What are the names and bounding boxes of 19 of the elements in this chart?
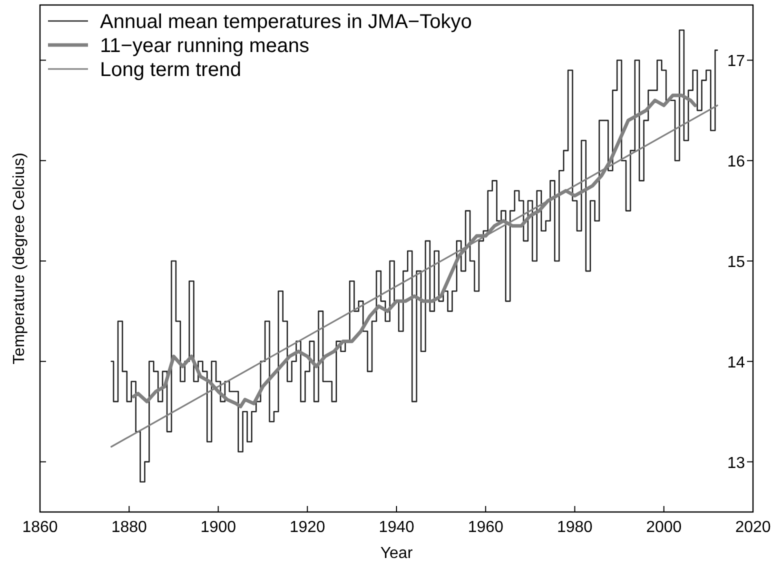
legend-label: Annual mean temperatures in JMA−Tokyo bbox=[100, 11, 472, 33]
x-tick-label: 1980 bbox=[556, 519, 593, 536]
x-axis-title: Year bbox=[380, 545, 414, 562]
x-tick-label: 2020 bbox=[735, 519, 771, 536]
y-tick-label: 15 bbox=[727, 254, 746, 272]
legend-label: 11−year running means bbox=[100, 35, 310, 57]
y-tick-label: 16 bbox=[727, 154, 746, 171]
y-tick-label: 17 bbox=[727, 53, 746, 70]
x-tick-label: 1860 bbox=[22, 519, 58, 536]
y-tick-label: 14 bbox=[727, 354, 746, 372]
x-tick-label: 1960 bbox=[468, 519, 504, 536]
x-tick-label: 2000 bbox=[646, 519, 682, 536]
x-tick-label: 1880 bbox=[111, 519, 148, 536]
legend-label: Long term trend bbox=[100, 59, 242, 81]
x-tick-label: 1900 bbox=[200, 519, 236, 536]
x-tick-label: 1940 bbox=[378, 519, 414, 536]
y-tick-label: 13 bbox=[727, 454, 746, 472]
y-axis-title: Temperature (degree Celcius) bbox=[11, 152, 28, 364]
x-tick-label: 1920 bbox=[290, 519, 326, 536]
